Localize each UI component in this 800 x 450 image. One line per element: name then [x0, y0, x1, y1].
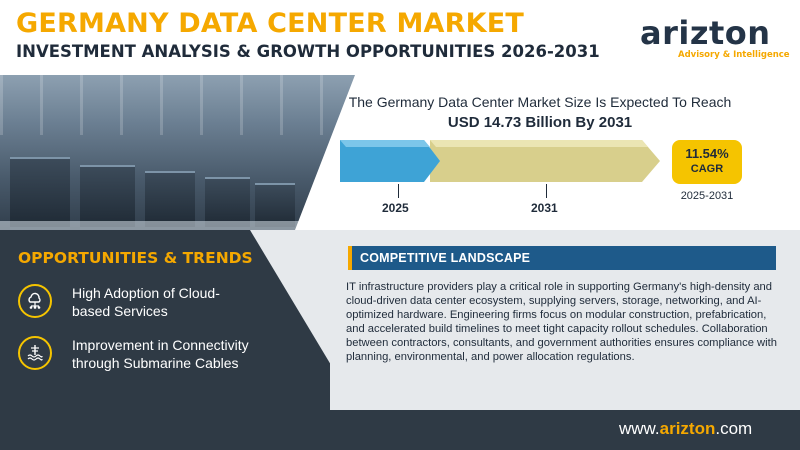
opportunity-item-cloud: High Adoption of Cloud- based Services [72, 284, 220, 320]
market-value: USD 14.73 Billion By 2031 [447, 114, 633, 131]
tick-2025 [398, 184, 399, 198]
page-title: GERMANY DATA CENTER MARKET [16, 8, 524, 39]
competitive-banner [348, 246, 776, 270]
opportunity-cables-line2: through Submarine Cables [72, 355, 239, 371]
opportunity-cloud-line1: High Adoption of Cloud- [72, 285, 220, 301]
bar-2025 [340, 140, 440, 182]
cagr-period: 2025-2031 [680, 190, 734, 202]
cagr-label: CAGR [690, 163, 724, 175]
year-2025-label: 2025 [382, 201, 409, 215]
competitive-title: COMPETITIVE LANDSCAPE [360, 251, 531, 265]
footer [0, 410, 800, 450]
logo-wordmark: arizton [640, 14, 771, 52]
opportunities-title: OPPORTUNITIES & TRENDS [18, 249, 253, 267]
tick-2031 [546, 184, 547, 198]
url-brand: arizton [659, 419, 716, 438]
header [0, 0, 800, 75]
logo-tagline: Advisory & Intelligence [678, 50, 790, 60]
website-link[interactable]: www.arizton.com [619, 419, 752, 439]
cagr-badge: 11.54% CAGR [672, 140, 742, 184]
url-suffix: .com [715, 419, 753, 438]
submarine-cable-icon [18, 336, 52, 370]
cagr-value: 11.54% [685, 146, 729, 161]
opportunity-cables-line1: Improvement in Connectivity [72, 337, 249, 353]
competitive-body: IT infrastructure providers play a criti… [346, 281, 777, 363]
market-headline: The Germany Data Center Market Size Is E… [348, 94, 732, 110]
opportunity-item-cables: Improvement in Connectivity through Subm… [72, 336, 249, 372]
url-prefix: www. [619, 419, 660, 438]
opportunity-cloud-line2: based Services [72, 303, 168, 319]
bar-2031 [430, 140, 660, 182]
page-subtitle: INVESTMENT ANALYSIS & GROWTH OPPORTUNITI… [16, 42, 600, 61]
arizton-logo[interactable]: arizton Advisory & Intelligence [640, 14, 790, 62]
year-2031-label: 2031 [531, 201, 558, 215]
cloud-network-icon [18, 284, 52, 318]
